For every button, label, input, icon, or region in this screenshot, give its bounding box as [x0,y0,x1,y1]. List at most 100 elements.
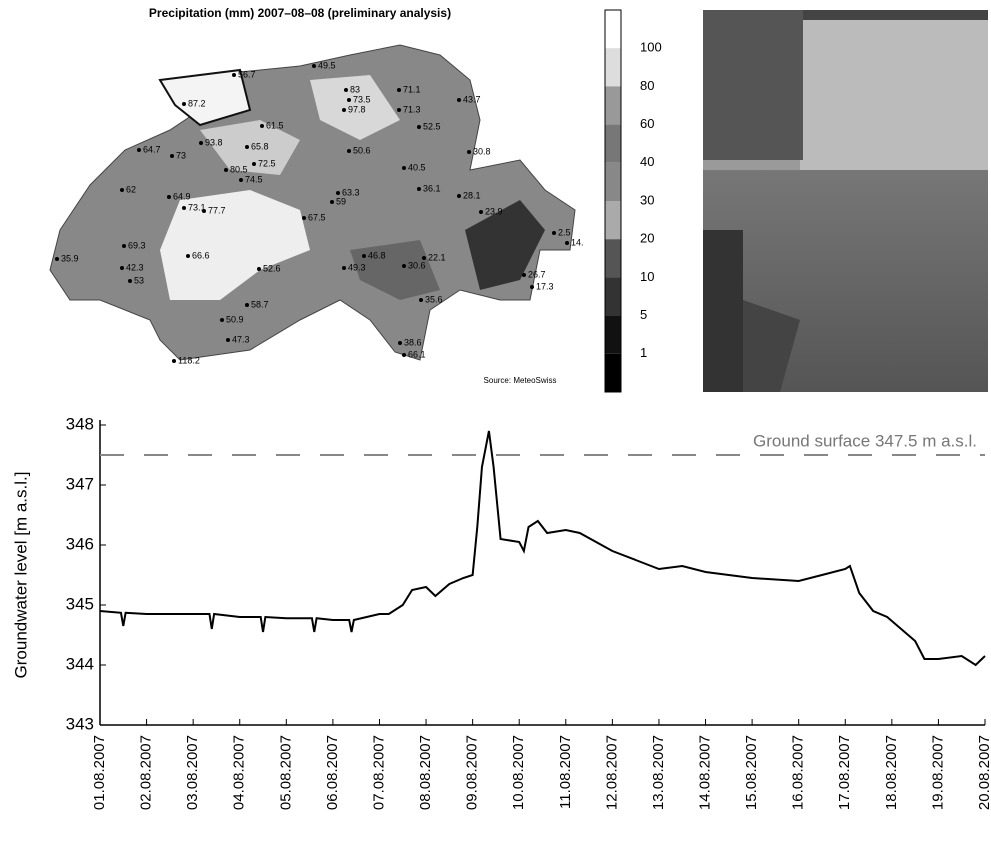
station-dot [202,209,206,213]
station-dot [128,279,132,283]
station-dot [226,338,230,342]
station-dot [120,266,124,270]
station-dot [260,124,264,128]
station-value: 47.3 [232,334,250,344]
station-dot [172,359,176,363]
station-dot [397,88,401,92]
station-value: 14. [571,237,584,247]
station-value: 2.5 [558,227,571,237]
station-value: 28.1 [463,190,481,200]
station-value: 93.8 [205,137,223,147]
x-tick-label: 19.08.2007 [929,735,946,810]
station-value: 40.5 [408,162,426,172]
station-dot [182,206,186,210]
station-value: 62 [126,184,136,194]
station-dot [55,257,59,261]
station-dot [330,200,334,204]
station-dot [457,194,461,198]
station-dot [245,303,249,307]
station-value: 63.3 [342,187,360,197]
station-dot [224,168,228,172]
station-value: 66.1 [408,349,426,359]
y-tick-label: 346 [66,534,94,553]
colorbar-band [605,239,621,278]
station-value: 52.6 [263,263,281,273]
station-value: 71.1 [403,84,421,94]
station-value: 46.8 [368,250,386,260]
station-value: 26.7 [528,269,546,279]
colorbar-label: 60 [640,116,654,131]
colorbar-band [605,201,621,240]
station-dot [344,88,348,92]
station-value: 53 [134,275,144,285]
station-dot [479,210,483,214]
colorbar-band [605,48,621,87]
station-value: 73.1 [188,202,206,212]
map-title: Precipitation (mm) 2007–08–08 (prelimina… [149,6,451,20]
station-dot [336,191,340,195]
colorbar-label: 30 [640,192,654,207]
station-dot [342,108,346,112]
station-value: 71.3 [403,104,421,114]
station-dot [252,162,256,166]
station-dot [120,188,124,192]
station-value: 36.1 [423,183,441,193]
station-dot [232,73,236,77]
station-dot [220,318,224,322]
station-dot [199,141,203,145]
y-tick-label: 343 [66,714,94,733]
groundwater-line [99,430,986,667]
station-dot [186,254,190,258]
station-dot [397,108,401,112]
station-dot [552,231,556,235]
x-tick-label: 04.08.2007 [231,735,248,810]
x-tick-label: 20.08.2007 [976,735,991,810]
station-dot [398,341,402,345]
x-tick-label: 06.08.2007 [324,735,341,810]
station-value: 66.6 [192,250,210,260]
x-tick-label: 08.08.2007 [417,735,434,810]
station-value: 59 [336,196,346,206]
colorbar-label: 20 [640,231,654,246]
photo [703,10,988,392]
x-tick-label: 18.08.2007 [883,735,900,810]
station-dot [167,195,171,199]
x-tick-label: 14.08.2007 [696,735,713,810]
colorbar-band [605,277,621,316]
station-value: 30.8 [473,146,491,156]
station-dot [522,273,526,277]
y-tick-label: 344 [66,654,94,673]
station-dot [402,353,406,357]
station-dot [402,264,406,268]
x-tick-label: 10.08.2007 [510,735,527,810]
colorbar-band [605,315,621,354]
station-value: 73 [176,150,186,160]
colorbar-label: 80 [640,78,654,93]
station-dot [362,254,366,258]
colorbar-band [605,86,621,125]
x-tick-label: 16.08.2007 [790,735,807,810]
station-value: 23.9 [485,206,503,216]
station-dot [347,149,351,153]
station-value: 80.5 [230,164,248,174]
station-dot [257,267,261,271]
station-value: 69.3 [128,240,146,250]
y-tick-label: 345 [66,594,94,613]
station-dot [530,285,534,289]
y-axis-label: Groundwater level [m a.s.l.] [11,472,30,679]
x-tick-label: 01.08.2007 [91,735,108,810]
x-tick-label: 15.08.2007 [743,735,760,810]
reference-label: Ground surface 347.5 m a.s.l. [753,431,977,450]
x-tick-label: 03.08.2007 [184,735,201,810]
map [49,44,576,361]
station-dot [347,98,351,102]
station-dot [417,187,421,191]
station-value: 56.7 [238,69,256,79]
station-value: 30.6 [408,260,426,270]
x-tick-label: 12.08.2007 [603,735,620,810]
station-value: 50.6 [353,145,371,155]
station-dot [122,244,126,248]
